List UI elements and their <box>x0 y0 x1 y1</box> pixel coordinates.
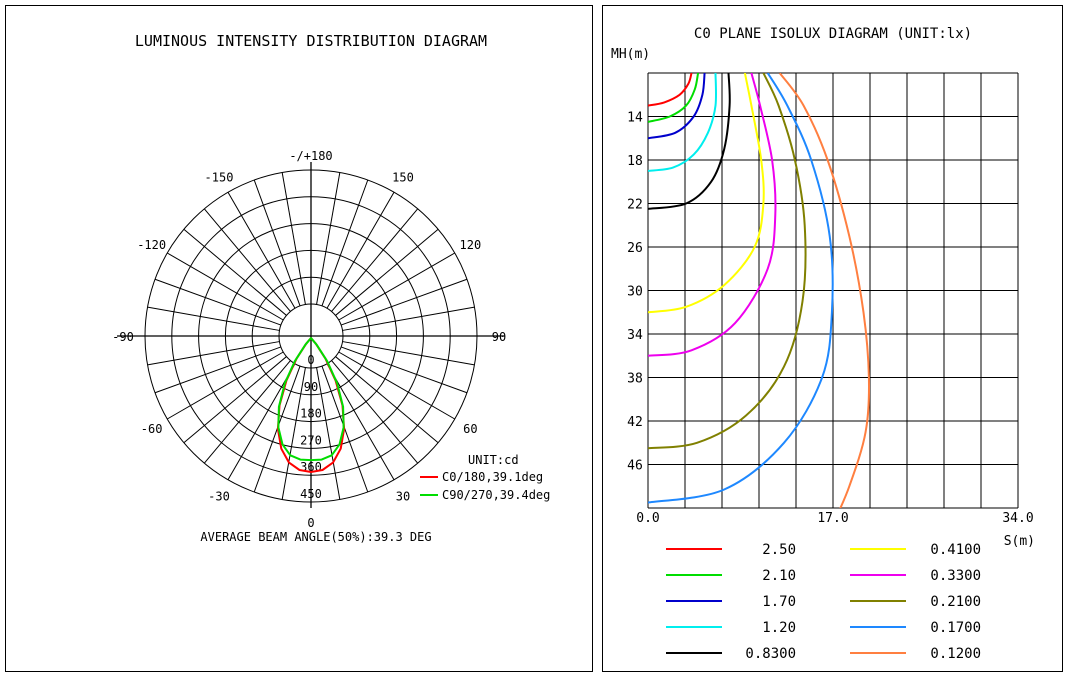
polar-angle-label: 90 <box>492 330 506 344</box>
isolux-series-curve <box>648 73 731 210</box>
isolux-series-curve <box>648 73 807 450</box>
polar-unit-label: UNIT:cd <box>468 453 519 467</box>
polar-spoke <box>321 179 369 307</box>
isolux-series-curve <box>648 73 718 172</box>
isolux-ytick: 38 <box>627 372 643 387</box>
polar-spoke <box>227 191 296 309</box>
isolux-series-curve <box>648 73 693 107</box>
polar-spoke <box>340 278 468 326</box>
isolux-xtick: 17.0 <box>817 511 848 526</box>
polar-spoke <box>331 208 419 312</box>
polar-chart-panel: LUMINOUS INTENSITY DISTRIBUTION DIAGRAM -… <box>5 5 593 672</box>
polar-spoke <box>147 306 280 331</box>
polar-title: LUMINOUS INTENSITY DISTRIBUTION DIAGRAM <box>135 32 487 50</box>
isolux-ytick: 46 <box>627 459 643 474</box>
polar-spoke <box>166 252 284 321</box>
polar-spoke <box>183 356 287 444</box>
isolux-series-curve <box>648 73 777 357</box>
isolux-ytick: 34 <box>627 328 643 343</box>
isolux-chart-panel: C0 PLANE ISOLUX DIAGRAM (UNIT:lx) MH(m) S(… <box>602 5 1063 672</box>
polar-angle-label: 150 <box>392 171 414 185</box>
isolux-series-curve <box>648 73 700 123</box>
polar-spoke <box>253 179 301 307</box>
polar-angle-label: -120 <box>137 238 166 252</box>
isolux-xlabel: S(m) <box>1004 534 1035 549</box>
polar-spoke <box>316 172 341 305</box>
polar-spoke <box>281 172 306 305</box>
polar-radial-tick: 270 <box>300 433 322 447</box>
polar-angle-label: -60 <box>141 422 163 436</box>
polar-spoke <box>281 367 306 500</box>
polar-spoke <box>326 363 395 481</box>
polar-spoke <box>147 341 280 366</box>
polar-spoke <box>331 360 419 464</box>
polar-spoke <box>166 351 284 420</box>
polar-radial-tick: 90 <box>304 380 318 394</box>
polar-angle-label: -/+180 <box>289 149 332 163</box>
polar-spoke <box>203 360 291 464</box>
polar-angle-label: -150 <box>205 171 234 185</box>
polar-legend-label: C90/270,39.4deg <box>442 488 550 502</box>
isolux-title: C0 PLANE ISOLUX DIAGRAM (UNIT:lx) <box>694 26 972 42</box>
polar-footer: AVERAGE BEAM ANGLE(50%):39.3 DEG <box>200 530 431 544</box>
isolux-ytick: 18 <box>627 154 643 169</box>
polar-angle-label: -30 <box>208 489 230 503</box>
isolux-xtick: 0.0 <box>636 511 659 526</box>
isolux-legend-label: 0.4100 <box>930 542 981 558</box>
isolux-legend-label: 0.8300 <box>745 646 796 662</box>
isolux-ytick: 30 <box>627 285 643 300</box>
polar-angle-label: -90 <box>112 330 134 344</box>
polar-spoke <box>342 341 475 366</box>
isolux-ylabel: MH(m) <box>611 47 650 62</box>
luminous-intensity-chart: LUMINOUS INTENSITY DISTRIBUTION DIAGRAM -… <box>112 32 550 544</box>
isolux-legend-label: 2.10 <box>762 568 796 584</box>
polar-angle-label: 30 <box>396 489 410 503</box>
polar-spoke <box>338 351 456 420</box>
isolux-ytick: 14 <box>627 111 643 126</box>
polar-angle-label: 60 <box>463 422 477 436</box>
isolux-ytick: 26 <box>627 241 643 256</box>
isolux-legend-label: 1.20 <box>762 620 796 636</box>
isolux-series-curve <box>648 73 706 140</box>
isolux-series-curve <box>778 73 871 508</box>
polar-spoke <box>338 252 456 321</box>
isolux-legend-label: 0.3300 <box>930 568 981 584</box>
polar-legend-label: C0/180,39.1deg <box>442 470 543 484</box>
polar-radial-tick: 0 <box>307 353 314 367</box>
isolux-chart: C0 PLANE ISOLUX DIAGRAM (UNIT:lx) MH(m) S(… <box>611 26 1035 662</box>
isolux-legend-label: 2.50 <box>762 542 796 558</box>
isolux-legend-label: 0.1700 <box>930 620 981 636</box>
polar-spoke <box>340 346 468 394</box>
isolux-legend-label: 1.70 <box>762 594 796 610</box>
isolux-legend-label: 0.1200 <box>930 646 981 662</box>
isolux-curves <box>648 73 871 508</box>
polar-spoke <box>326 191 395 309</box>
isolux-xtick: 34.0 <box>1002 511 1033 526</box>
polar-grid <box>117 162 505 508</box>
polar-spoke <box>227 363 296 481</box>
polar-spoke <box>183 228 287 316</box>
polar-spoke <box>316 367 341 500</box>
polar-spoke <box>203 208 291 312</box>
polar-spoke <box>335 356 439 444</box>
isolux-ytick: 42 <box>627 415 643 430</box>
polar-spoke <box>154 346 282 394</box>
isolux-series-curve <box>648 73 834 504</box>
polar-radial-tick: 180 <box>300 407 322 421</box>
isolux-series-curve <box>648 73 765 314</box>
polar-spoke <box>154 278 282 326</box>
polar-spoke <box>335 228 439 316</box>
polar-spoke <box>342 306 475 331</box>
isolux-ytick: 22 <box>627 198 643 213</box>
polar-angle-label: 0 <box>307 516 314 530</box>
polar-series-curve <box>277 337 345 462</box>
polar-radial-tick: 450 <box>300 487 322 501</box>
isolux-legend-label: 0.2100 <box>930 594 981 610</box>
polar-angle-label: 120 <box>460 238 482 252</box>
